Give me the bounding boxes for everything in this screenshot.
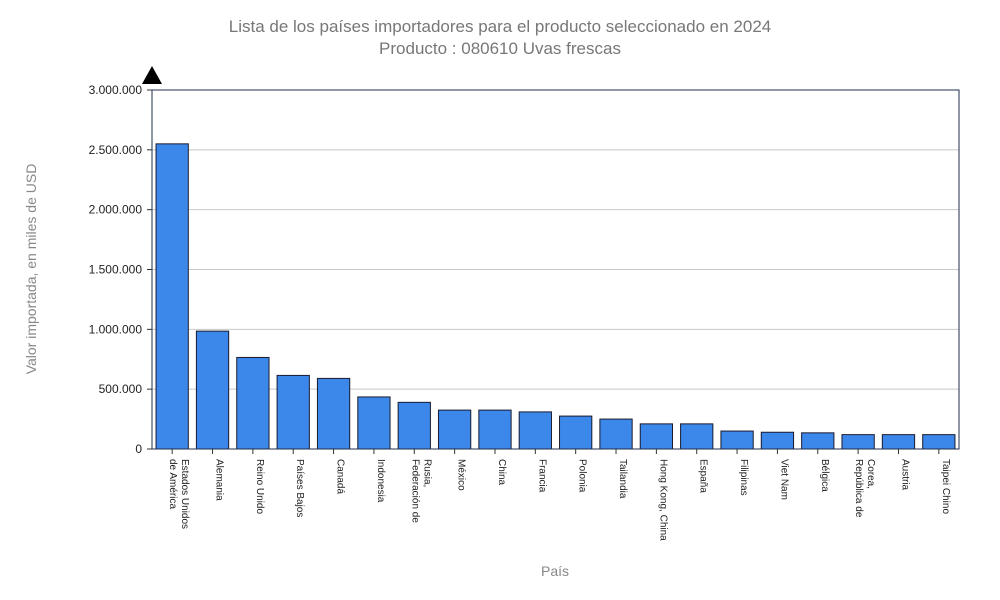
bar [276, 374, 310, 450]
y-tick-label: 2.000.000 [89, 203, 143, 217]
x-tick-label: México [456, 459, 467, 491]
x-tick-label: China [496, 459, 507, 486]
y-tick-label: 2.500.000 [89, 143, 143, 157]
bar [922, 434, 956, 450]
x-tick-label: Canadá [335, 459, 346, 494]
x-tick-label: Viet Nam [778, 459, 789, 500]
x-tick-label: Países Bajos [294, 459, 305, 517]
chart-title: Lista de los países importadores para el… [228, 17, 772, 36]
bar [881, 434, 916, 450]
bar [841, 434, 875, 450]
bar [357, 396, 391, 450]
y-axis-label: Valor importada, en miles de USD [23, 163, 39, 375]
x-tick-label: Tailandia [617, 459, 628, 499]
bar [195, 330, 230, 450]
x-tick-label: de América [167, 459, 178, 509]
y-tick-label: 1.500.000 [89, 263, 143, 277]
plot-area-border [151, 89, 960, 450]
x-tick-label: Filipinas [738, 459, 749, 496]
x-tick-label: República de [853, 459, 864, 518]
x-tick-label: Hong Kong, China [657, 459, 668, 541]
x-tick-label: España [698, 459, 709, 493]
bar [397, 401, 431, 450]
x-tick-label: Indonesia [375, 459, 386, 503]
bar [559, 415, 593, 450]
y-tick-label: 500.000 [99, 382, 143, 396]
bar [720, 430, 754, 450]
bar [801, 432, 835, 450]
bar [518, 411, 552, 450]
bar [680, 423, 714, 450]
x-tick-label: Reino Unido [254, 459, 265, 514]
bar [316, 377, 351, 450]
y-tick-label: 3.000.000 [89, 83, 143, 97]
x-tick-label: Polonia [577, 459, 588, 493]
bar [236, 356, 270, 450]
x-tick-label: Rusia, [421, 459, 432, 487]
bar [639, 423, 674, 450]
chart-subtitle: Producto : 080610 Uvas frescas [379, 39, 621, 58]
bar [437, 409, 472, 450]
bar [760, 431, 795, 450]
x-tick-label: Bélgica [819, 459, 830, 492]
y-tick-label: 0 [135, 442, 142, 456]
bar [478, 409, 512, 450]
x-tick-label: Alemania [214, 459, 225, 501]
x-axis-label: País [540, 563, 569, 579]
x-tick-label: Estados Unidos [179, 459, 190, 529]
x-tick-label: Austria [899, 459, 910, 491]
bar [599, 418, 633, 450]
x-tick-label: Taipei Chino [940, 459, 951, 514]
x-tick-label: Federación de [409, 459, 420, 523]
x-tick-label: Corea, [865, 459, 876, 489]
x-tick-label: Francia [536, 459, 547, 493]
y-axis-arrow-icon [142, 66, 162, 84]
bar [155, 143, 189, 450]
y-tick-label: 1.000.000 [89, 322, 143, 336]
